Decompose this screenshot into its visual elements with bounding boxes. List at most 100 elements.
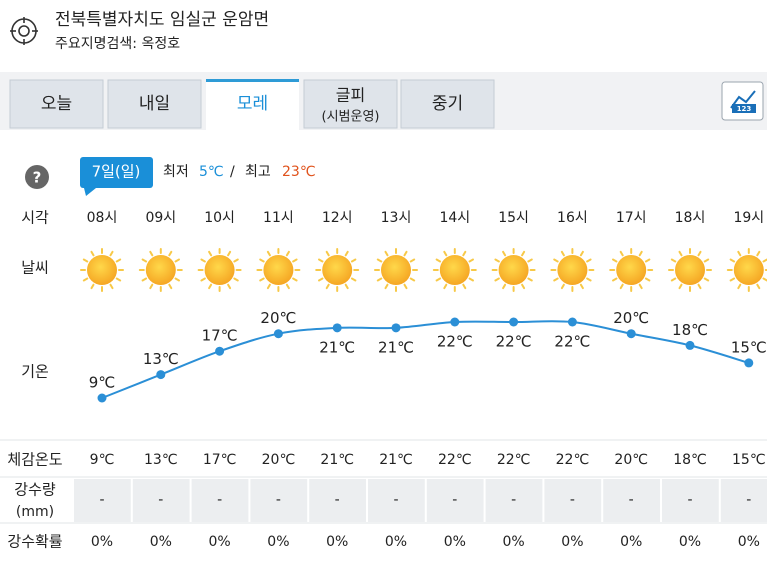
sun-ray bbox=[756, 283, 761, 290]
sun-ray bbox=[344, 250, 349, 257]
prob-label: 0% bbox=[738, 534, 760, 550]
rain-cell bbox=[603, 479, 660, 522]
sun-ray bbox=[462, 283, 467, 290]
sun-ray bbox=[285, 283, 290, 290]
tab[interactable]: 중기 bbox=[400, 79, 495, 129]
sun-ray bbox=[579, 283, 584, 290]
sun-ray bbox=[468, 277, 474, 282]
prob-label: 0% bbox=[208, 534, 230, 550]
sun-ray bbox=[109, 250, 114, 257]
sun-core bbox=[616, 255, 647, 285]
sun-ray bbox=[612, 258, 618, 263]
sun-ray bbox=[435, 277, 442, 282]
sun-ray bbox=[90, 250, 95, 257]
sun-icon bbox=[256, 248, 301, 292]
chart-button[interactable]: 123 bbox=[721, 81, 764, 121]
tab[interactable]: 내일 bbox=[107, 79, 202, 129]
tab[interactable]: 오늘 bbox=[9, 79, 104, 129]
sun-ray bbox=[468, 258, 474, 263]
sun-ray bbox=[527, 277, 533, 282]
sun-ray bbox=[619, 250, 624, 257]
date-label: 7일(일) bbox=[92, 163, 141, 181]
hour-label: 13시 bbox=[381, 210, 412, 226]
sun-ray bbox=[141, 258, 148, 263]
sun-ray bbox=[233, 277, 239, 282]
sun-ray bbox=[200, 277, 206, 282]
rain-label: - bbox=[158, 492, 163, 508]
rain-label: - bbox=[217, 492, 222, 508]
sun-icon bbox=[726, 248, 767, 292]
hour-label: 14시 bbox=[439, 210, 470, 226]
tab-label: 중기 bbox=[432, 94, 463, 114]
sun-ray bbox=[168, 283, 173, 290]
rain-cell bbox=[485, 479, 543, 522]
prob-label: 0% bbox=[150, 534, 172, 550]
temp-point bbox=[273, 329, 283, 339]
rain-label: - bbox=[99, 492, 104, 508]
sun-ray bbox=[729, 277, 736, 282]
location-subtitle: 주요지명검색: 옥정호 bbox=[55, 36, 180, 52]
sun-ray bbox=[208, 250, 213, 257]
tab[interactable]: 모레 bbox=[206, 79, 299, 130]
sun-ray bbox=[376, 258, 383, 263]
sun-ray bbox=[644, 277, 651, 282]
sun-ray bbox=[670, 277, 677, 282]
sun-core bbox=[381, 255, 411, 285]
hour-label: 11시 bbox=[263, 210, 294, 226]
sun-ray bbox=[384, 250, 389, 257]
temp-point bbox=[567, 317, 577, 327]
prob-label: 0% bbox=[385, 534, 407, 550]
sun-ray bbox=[494, 277, 500, 282]
sun-core bbox=[439, 255, 470, 285]
sun-ray bbox=[227, 250, 232, 257]
sun-ray bbox=[259, 277, 265, 282]
sun-ray bbox=[168, 250, 173, 257]
tab-label: 오늘 bbox=[41, 94, 72, 114]
prob-label: 0% bbox=[267, 534, 289, 550]
header-bg bbox=[0, 0, 767, 70]
sun-ray bbox=[208, 283, 213, 290]
tab-bg bbox=[303, 79, 398, 129]
rain-cell bbox=[544, 479, 602, 522]
temp-point bbox=[744, 358, 754, 368]
sun-icon bbox=[315, 248, 360, 292]
sun-ray bbox=[115, 258, 122, 263]
location-icon[interactable] bbox=[10, 17, 38, 45]
sun-ray bbox=[149, 283, 154, 290]
feels-label: 22℃ bbox=[497, 452, 531, 468]
sun-ray bbox=[443, 283, 448, 290]
sun-ray bbox=[292, 258, 298, 263]
rain-label: - bbox=[687, 492, 692, 508]
sun-ray bbox=[384, 283, 389, 290]
sun-ray bbox=[527, 258, 533, 263]
temp-label: 18℃ bbox=[672, 321, 708, 339]
sun-icon bbox=[609, 248, 654, 292]
sun-ray bbox=[266, 283, 271, 290]
feels-label: 9℃ bbox=[90, 452, 115, 468]
sun-ray bbox=[756, 250, 761, 257]
row-label: 시각 bbox=[21, 209, 49, 227]
tab-indicator bbox=[206, 79, 299, 82]
sun-ray bbox=[403, 283, 408, 290]
temp-label: 22℃ bbox=[554, 333, 590, 351]
rain-cell bbox=[662, 479, 719, 522]
feels-label: 18℃ bbox=[673, 452, 707, 468]
sun-ray bbox=[644, 258, 651, 263]
sun-icon bbox=[80, 248, 124, 292]
sun-ray bbox=[729, 258, 736, 263]
rain-label: - bbox=[452, 492, 457, 508]
sun-icon bbox=[374, 248, 418, 292]
feels-label: 17℃ bbox=[203, 452, 237, 468]
sun-ray bbox=[586, 277, 592, 282]
sun-core bbox=[733, 255, 764, 285]
sun-ray bbox=[762, 277, 767, 282]
tab-bg bbox=[107, 79, 202, 129]
sun-ray bbox=[90, 283, 95, 290]
tab[interactable]: 글피 (시범운영) bbox=[303, 79, 398, 129]
help-icon[interactable]: ? bbox=[25, 165, 49, 189]
hour-label: 18시 bbox=[675, 210, 706, 226]
rain-cell bbox=[426, 479, 484, 522]
prob-label: 0% bbox=[444, 534, 466, 550]
prob-label: 0% bbox=[561, 534, 583, 550]
